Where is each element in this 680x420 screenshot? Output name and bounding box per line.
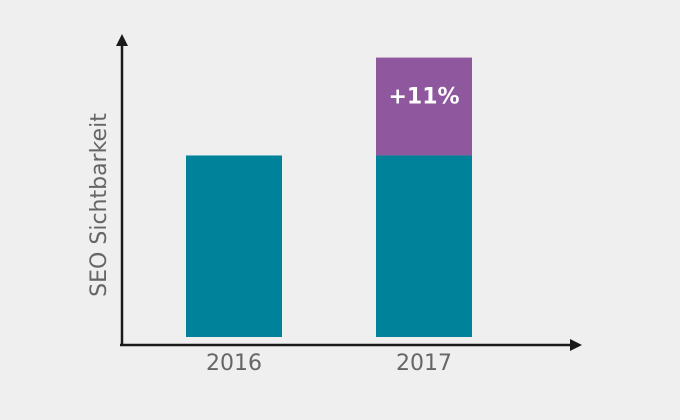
y-axis-arrow [116, 34, 128, 46]
bar-segment [186, 155, 282, 337]
bar-segment [376, 57, 472, 156]
x-axis-arrow [570, 339, 582, 351]
x-tick-label: 2017 [396, 351, 452, 376]
data-label: +11% [388, 85, 459, 110]
bar-segment [376, 155, 472, 337]
x-tick-label: 2016 [206, 351, 262, 376]
y-axis-label: SEO Sichtbarkeit [87, 113, 112, 297]
